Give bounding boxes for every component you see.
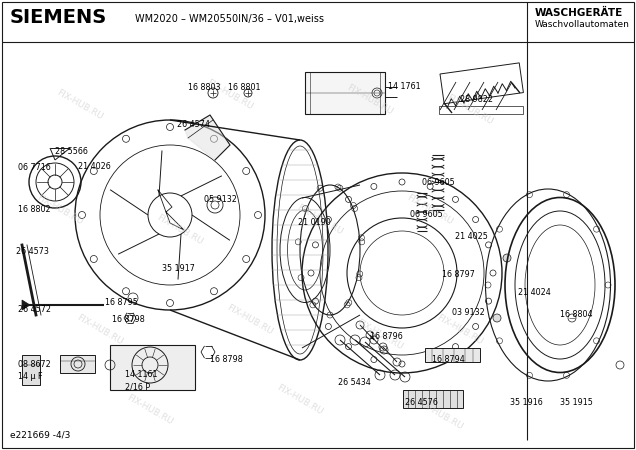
Text: FIX-HUB.RU: FIX-HUB.RU <box>405 193 455 227</box>
Text: FIX-HUB.RU: FIX-HUB.RU <box>436 313 485 347</box>
Text: 16 8798: 16 8798 <box>210 355 243 364</box>
Text: 16 8797: 16 8797 <box>442 270 475 279</box>
Circle shape <box>503 254 511 262</box>
Text: FIX-HUB.RU: FIX-HUB.RU <box>356 318 404 352</box>
Text: 14 1161: 14 1161 <box>125 370 158 379</box>
Text: 26 5434: 26 5434 <box>338 378 371 387</box>
Text: 2/16 P: 2/16 P <box>125 382 150 391</box>
Text: 06 9605: 06 9605 <box>422 178 455 187</box>
Bar <box>60 355 95 373</box>
Text: FIX-HUB.RU: FIX-HUB.RU <box>295 203 345 237</box>
Text: 28 5566: 28 5566 <box>55 147 88 156</box>
Text: 16 8801: 16 8801 <box>228 83 261 92</box>
Text: 26 4576: 26 4576 <box>405 398 438 407</box>
Bar <box>22 355 40 385</box>
Text: 35 1916: 35 1916 <box>510 398 543 407</box>
Text: 16 8803: 16 8803 <box>188 83 221 92</box>
Text: FIX-HUB.RU: FIX-HUB.RU <box>225 303 275 337</box>
Text: 21 4024: 21 4024 <box>518 288 551 297</box>
Text: 26 4572: 26 4572 <box>18 305 51 314</box>
Bar <box>110 345 195 390</box>
Text: FIX-HUB.RU: FIX-HUB.RU <box>155 213 205 247</box>
Polygon shape <box>185 115 230 160</box>
Bar <box>439 106 523 114</box>
Bar <box>425 348 480 362</box>
Text: FIX-HUB.RU: FIX-HUB.RU <box>125 393 175 427</box>
Bar <box>305 72 385 114</box>
Text: Waschvollautomaten: Waschvollautomaten <box>535 20 630 29</box>
Text: 06 7716: 06 7716 <box>18 163 51 172</box>
Text: FIX-HUB.RU: FIX-HUB.RU <box>275 383 324 417</box>
Text: 21 0190: 21 0190 <box>298 218 331 227</box>
Text: FIX-HUB.RU: FIX-HUB.RU <box>76 313 125 347</box>
Text: WASCHGERÄTE: WASCHGERÄTE <box>535 8 623 18</box>
Text: 06 9605: 06 9605 <box>410 210 443 219</box>
Text: 35 1915: 35 1915 <box>560 398 593 407</box>
Text: FIX-HUB.RU: FIX-HUB.RU <box>55 88 104 122</box>
Text: FIX-HUB.RU: FIX-HUB.RU <box>445 93 495 127</box>
Text: 14 1761: 14 1761 <box>388 82 420 91</box>
Text: FIX-HUB.RU: FIX-HUB.RU <box>36 193 85 227</box>
Text: FIX-HUB.RU: FIX-HUB.RU <box>345 83 394 117</box>
Text: 14 μ F: 14 μ F <box>18 372 43 381</box>
Text: 16 8795: 16 8795 <box>105 298 138 307</box>
Text: 03 9132: 03 9132 <box>452 308 485 317</box>
Text: 05 9132: 05 9132 <box>204 195 237 204</box>
Text: 28 9822: 28 9822 <box>460 95 493 104</box>
Text: 16 8798: 16 8798 <box>112 315 145 324</box>
Text: 16 8796: 16 8796 <box>370 332 403 341</box>
Text: 16 8802: 16 8802 <box>18 205 51 214</box>
Text: WM2020 – WM20550IN/36 – V01,weiss: WM2020 – WM20550IN/36 – V01,weiss <box>135 14 324 24</box>
Circle shape <box>493 314 501 322</box>
Text: 21 4026: 21 4026 <box>78 162 111 171</box>
Bar <box>403 390 463 408</box>
Text: 16 8804: 16 8804 <box>560 310 593 319</box>
Text: 35 1917: 35 1917 <box>162 264 195 273</box>
Polygon shape <box>22 300 30 310</box>
Text: FIX-HUB.RU: FIX-HUB.RU <box>205 78 254 112</box>
Text: e221669 -4/3: e221669 -4/3 <box>10 430 71 439</box>
Bar <box>440 63 523 104</box>
Text: 08 8672: 08 8672 <box>18 360 51 369</box>
Text: 26 4574: 26 4574 <box>177 120 210 129</box>
Text: FIX-HUB.RU: FIX-HUB.RU <box>415 398 465 432</box>
Text: SIEMENS: SIEMENS <box>10 8 107 27</box>
Text: 21 4025: 21 4025 <box>455 232 488 241</box>
Text: 16 8794: 16 8794 <box>432 355 465 364</box>
Text: 26 4573: 26 4573 <box>16 247 49 256</box>
